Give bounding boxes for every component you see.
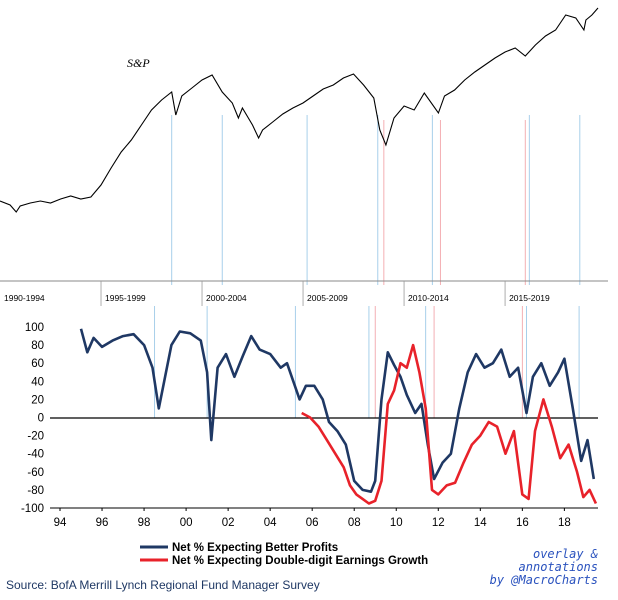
sp-title: S&P xyxy=(127,56,150,70)
period-label: 2010-2014 xyxy=(408,293,449,303)
y-tick-label: 100 xyxy=(25,322,44,334)
y-tick-label: -40 xyxy=(27,449,44,461)
y-tick-label: -60 xyxy=(27,467,44,479)
x-tick-label: 18 xyxy=(558,517,571,529)
y-tick-label: 20 xyxy=(31,394,44,406)
x-tick-label: 96 xyxy=(96,517,109,529)
legend-label-blue: Net % Expecting Better Profits xyxy=(172,542,338,554)
period-label: 2015-2019 xyxy=(509,293,550,303)
series-double-digit-growth xyxy=(301,343,598,505)
x-tick-label: 02 xyxy=(222,517,235,529)
source-note: Source: BofA Merrill Lynch Regional Fund… xyxy=(6,578,320,592)
y-tick-label: -20 xyxy=(27,431,44,443)
period-labels: 1990-1994 1995-1999 2000-2004 2005-2009 2010… xyxy=(4,281,550,306)
x-tick-label: 04 xyxy=(264,517,277,529)
y-tick-label: 0 xyxy=(38,413,44,425)
credit-line-2: by @MacroCharts xyxy=(489,573,598,587)
period-label: 2000-2004 xyxy=(206,293,247,303)
x-tick-label: 10 xyxy=(390,517,403,529)
survey-panel: 100 80 60 40 20 0 -20 -40 -60 -80 -100 94 96 98 00 02 0… xyxy=(21,306,598,529)
survey-annotation-lines xyxy=(154,306,580,418)
x-axis: 94 96 98 00 02 04 06 08 10 12 14 16 18 xyxy=(54,508,571,529)
y-tick-label: 60 xyxy=(31,358,44,370)
sp-annotation-lines xyxy=(171,115,581,285)
x-tick-label: 06 xyxy=(306,517,319,529)
x-tick-label: 12 xyxy=(432,517,445,529)
period-label: 1990-1994 xyxy=(4,293,45,303)
x-tick-label: 08 xyxy=(348,517,361,529)
sp-panel: S&P 1990-1994 1995-1999 2000-2004 2005-2009… xyxy=(0,7,608,306)
x-tick-label: 98 xyxy=(138,517,151,529)
y-tick-label: 80 xyxy=(31,340,44,352)
x-tick-label: 00 xyxy=(180,517,193,529)
series-better-profits xyxy=(79,328,596,494)
x-tick-label: 14 xyxy=(474,517,487,529)
period-label: 1995-1999 xyxy=(105,293,146,303)
overlay-credit: overlay & annotations by @MacroCharts xyxy=(470,548,598,587)
y-axis: 100 80 60 40 20 0 -20 -40 -60 -80 -100 xyxy=(21,322,598,515)
y-tick-label: -100 xyxy=(21,503,44,515)
period-label: 2005-2009 xyxy=(307,293,348,303)
legend: Net % Expecting Better Profits Net % Exp… xyxy=(140,542,428,567)
legend-label-red: Net % Expecting Double-digit Earnings Gr… xyxy=(172,555,428,567)
y-tick-label: 40 xyxy=(31,376,44,388)
credit-line-1: overlay & annotations xyxy=(518,547,598,574)
y-tick-label: -80 xyxy=(27,485,44,497)
x-tick-label: 16 xyxy=(516,517,529,529)
x-tick-label: 94 xyxy=(54,517,67,529)
sp-price-line xyxy=(0,7,599,213)
